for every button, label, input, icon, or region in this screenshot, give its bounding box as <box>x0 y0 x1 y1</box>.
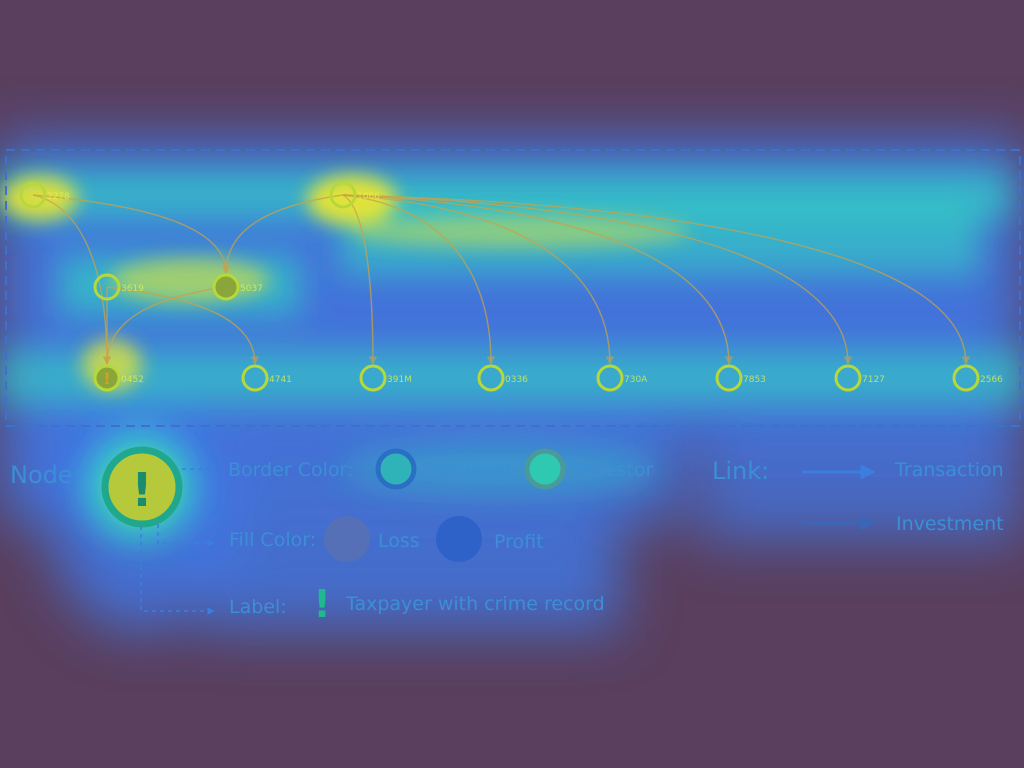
link-n2-n10 <box>342 194 734 365</box>
legend-node-mark: ! <box>132 463 153 517</box>
node-label: 1066 <box>357 192 380 202</box>
link-title: Link: <box>712 457 769 485</box>
link-n2-n12 <box>342 194 971 365</box>
crime-label: Taxpayer with crime record <box>345 593 605 615</box>
node-label: 0336 <box>505 375 528 385</box>
node-5037[interactable]: 5037 <box>212 273 263 301</box>
border-color-label: Border Color: <box>228 459 353 481</box>
legend: Node: ! Border Color: Taxpayer Investor … <box>10 446 1004 626</box>
node-label: 730A <box>624 375 648 385</box>
node-label: 5037 <box>240 284 263 294</box>
node-circle[interactable] <box>359 364 387 392</box>
node-label: 4741 <box>269 375 292 385</box>
taxpayer-swatch <box>375 448 417 490</box>
legend-node-icon: ! <box>101 446 183 528</box>
link-n2-n11 <box>342 194 853 365</box>
exclamation-icon: ! <box>313 582 330 626</box>
node-label: 391M <box>387 375 412 385</box>
node-label: 7127 <box>862 375 885 385</box>
node-4741[interactable]: 4741 <box>241 364 292 392</box>
node-1066[interactable]: 1066 <box>329 181 380 209</box>
node-circle[interactable] <box>834 364 862 392</box>
node-circle[interactable] <box>952 364 980 392</box>
node-label: 7278 <box>47 192 70 202</box>
node-circle[interactable] <box>19 181 47 209</box>
node-label: 7853 <box>743 375 766 385</box>
node-391M[interactable]: 391M <box>359 364 412 392</box>
legend-node-title: Node: <box>10 461 81 489</box>
investment-label: Investment <box>896 513 1004 535</box>
loss-swatch <box>324 516 370 562</box>
label-connector <box>140 526 215 615</box>
node-circle[interactable] <box>93 273 121 301</box>
fill-color-label: Fill Color: <box>229 529 316 551</box>
node-730A[interactable]: 730A <box>596 364 648 392</box>
nodes: 7278 1066 3619 5037! 0452 4741 391M 0336 730A 785… <box>19 181 1003 392</box>
node-7853[interactable]: 7853 <box>715 364 766 392</box>
node-label: 3619 <box>121 284 144 294</box>
link-n2-n8 <box>342 194 496 365</box>
node-2566[interactable]: 2566 <box>952 364 1003 392</box>
node-7278[interactable]: 7278 <box>19 181 70 209</box>
profit-swatch <box>436 516 482 562</box>
profit-label: Profit <box>494 531 544 553</box>
node-circle[interactable] <box>477 364 505 392</box>
taxpayer-label: Taxpayer <box>426 459 513 481</box>
link-n1-n4 <box>32 194 231 274</box>
loss-label: Loss <box>378 530 420 552</box>
node-3619[interactable]: 3619 <box>93 273 144 301</box>
node-circle[interactable] <box>212 273 240 301</box>
link-n2-n4 <box>221 194 344 274</box>
link-n3-n6 <box>106 286 260 365</box>
node-circle[interactable] <box>715 364 743 392</box>
fill-connector <box>157 524 215 547</box>
transaction-label: Transaction <box>894 459 1004 481</box>
node-7127[interactable]: 7127 <box>834 364 885 392</box>
link-n2-n7 <box>342 194 378 365</box>
investor-label: Investor <box>576 459 654 481</box>
investor-swatch <box>524 448 566 490</box>
links <box>32 194 971 365</box>
crime-mark-icon: ! <box>103 369 110 388</box>
link-n2-n9 <box>342 194 615 365</box>
link-n1-n5 <box>32 194 112 365</box>
label-label: Label: <box>229 596 287 618</box>
node-0452[interactable]: ! 0452 <box>93 364 144 392</box>
node-circle[interactable] <box>596 364 624 392</box>
node-circle[interactable] <box>329 181 357 209</box>
node-circle[interactable] <box>93 364 121 392</box>
node-0336[interactable]: 0336 <box>477 364 528 392</box>
link-n4-n5 <box>102 286 227 365</box>
node-label: 2566 <box>980 375 1003 385</box>
node-label: 0452 <box>121 375 144 385</box>
node-circle[interactable] <box>241 364 269 392</box>
